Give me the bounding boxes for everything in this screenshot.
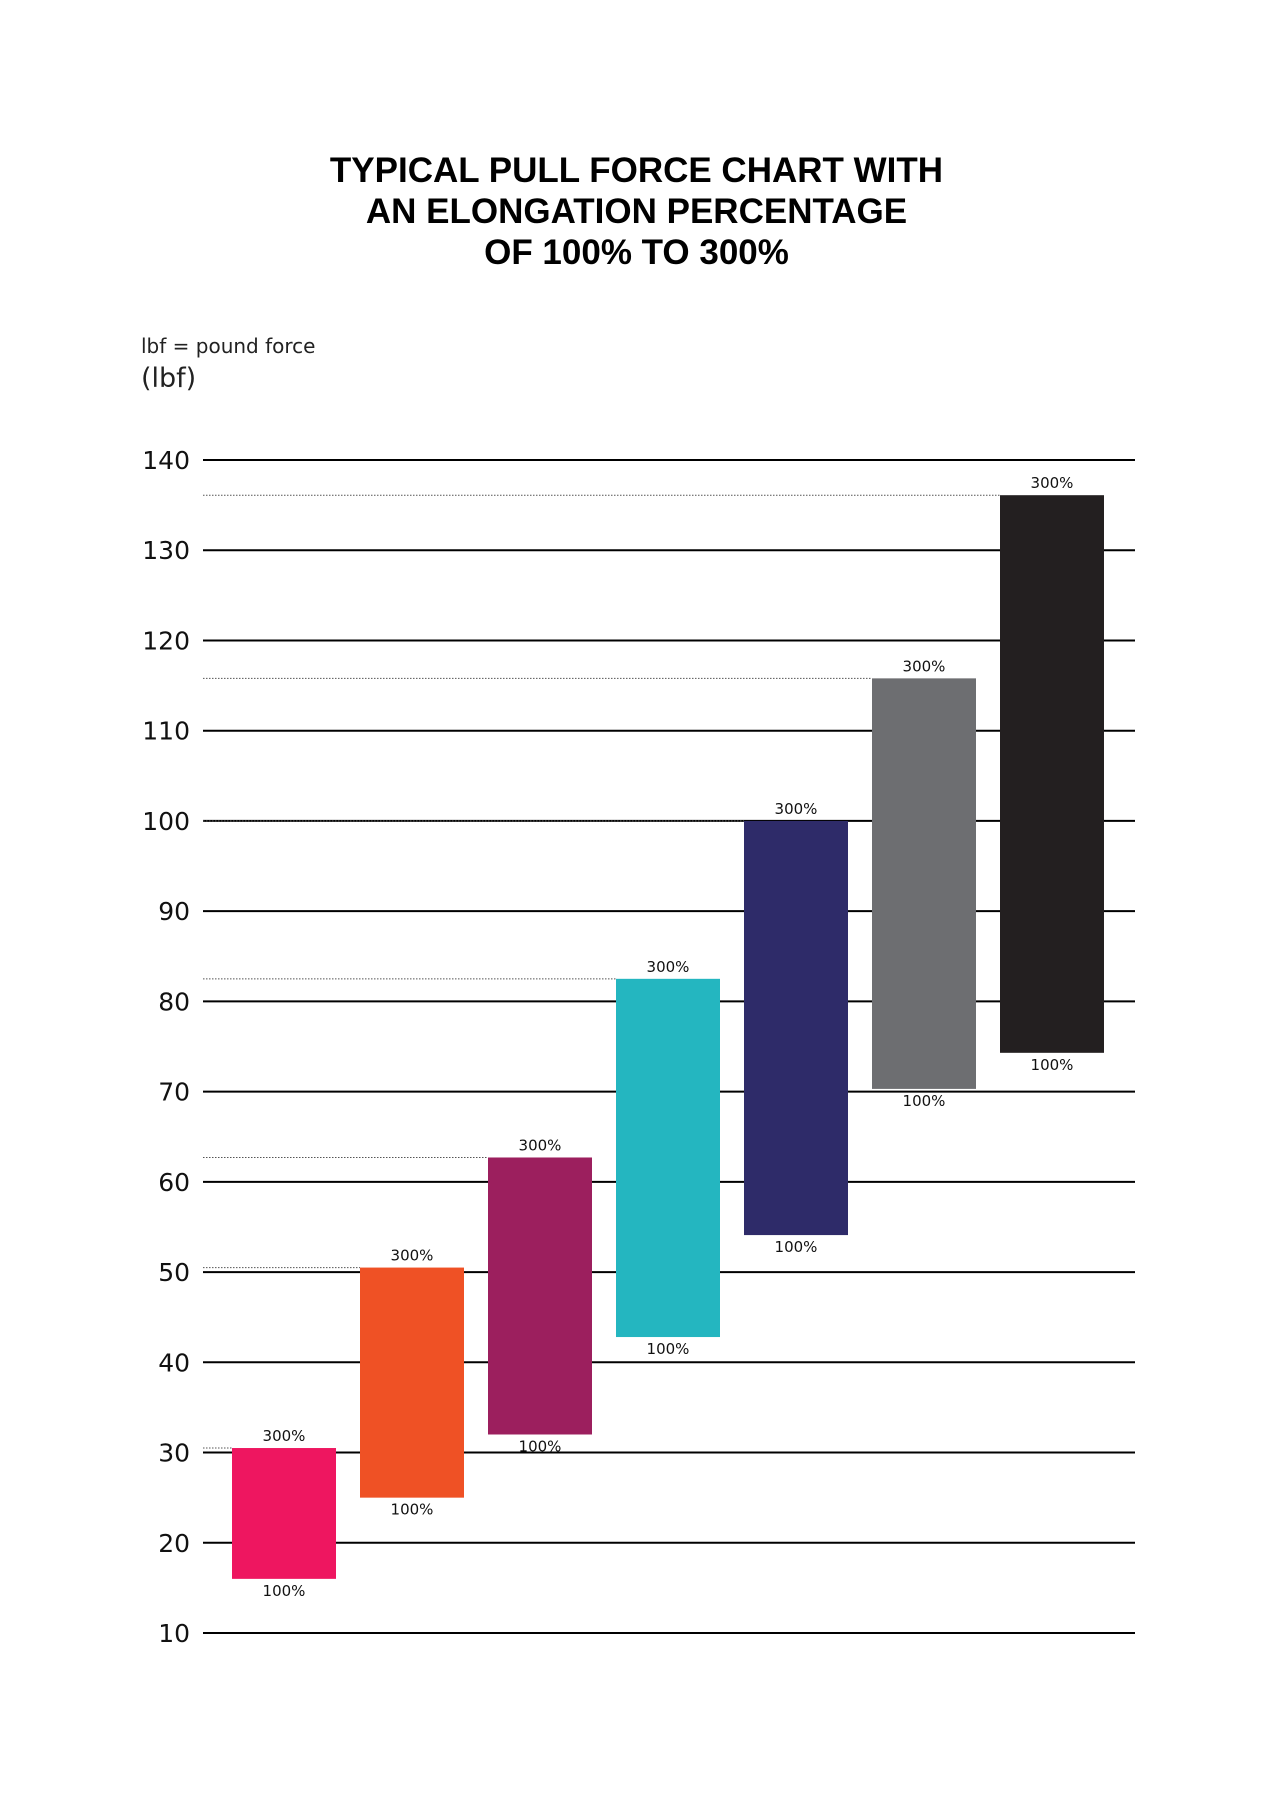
y-tick-label-140: 140 <box>142 446 190 475</box>
y-tick-label-90: 90 <box>158 897 190 926</box>
bar-1 <box>232 1448 336 1579</box>
bar-1-high-label: 300% <box>263 1427 306 1445</box>
y-tick-label-20: 20 <box>158 1529 190 1558</box>
bar-4 <box>616 978 720 1338</box>
bar-2 <box>360 1267 464 1498</box>
y-tick-label-120: 120 <box>142 626 190 655</box>
y-tick-label-130: 130 <box>142 536 190 565</box>
y-tick-label-70: 70 <box>158 1078 190 1107</box>
y-tick-label-110: 110 <box>142 717 190 746</box>
bar-7-low-label: 100% <box>1031 1056 1074 1074</box>
chart-title-line-1: TYPICAL PULL FORCE CHART WITH <box>329 151 944 190</box>
y-axis-unit-label: (lbf) <box>141 363 197 394</box>
bar-6 <box>872 678 976 1089</box>
bar-4-high-label: 300% <box>647 958 690 976</box>
y-tick-label-50: 50 <box>158 1258 190 1287</box>
bar-3-high-label: 300% <box>519 1136 562 1154</box>
y-tick-label-30: 30 <box>158 1439 190 1468</box>
bar-5 <box>744 820 848 1236</box>
y-tick-label-80: 80 <box>158 987 190 1016</box>
bar-3 <box>488 1157 592 1435</box>
bar-7-high-label: 300% <box>1031 474 1074 492</box>
bar-6-low-label: 100% <box>903 1092 946 1110</box>
bar-4-low-label: 100% <box>647 1340 690 1358</box>
bar-2-low-label: 100% <box>391 1501 434 1519</box>
unit-note: lbf = pound force <box>141 334 316 358</box>
bar-7 <box>1000 495 1104 1053</box>
y-tick-label-40: 40 <box>158 1348 190 1377</box>
y-tick-label-60: 60 <box>158 1168 190 1197</box>
bar-2-high-label: 300% <box>391 1247 434 1265</box>
bar-5-high-label: 300% <box>775 800 818 818</box>
bar-1-low-label: 100% <box>263 1582 306 1600</box>
chart-title: TYPICAL PULL FORCE CHART WITH AN ELONGAT… <box>0 150 1273 273</box>
bar-5-low-label: 100% <box>775 1238 818 1256</box>
chart-title-line-2: AN ELONGATION PERCENTAGE <box>365 192 908 231</box>
y-tick-label-100: 100 <box>142 807 190 836</box>
bar-6-high-label: 300% <box>903 657 946 675</box>
bar-3-low-label: 100% <box>519 1437 562 1455</box>
y-tick-label-10: 10 <box>158 1619 190 1648</box>
chart-title-line-3: OF 100% TO 300% <box>484 233 789 272</box>
